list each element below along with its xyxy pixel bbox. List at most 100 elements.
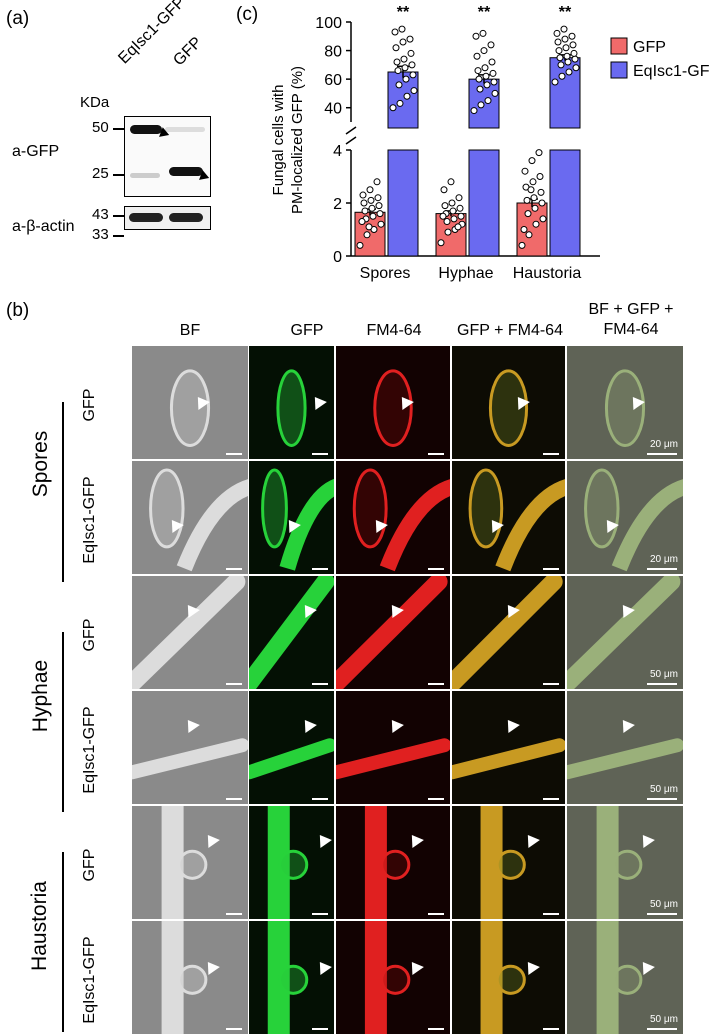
data-point-eqisc1 (560, 25, 568, 33)
data-point-gfp (530, 194, 538, 202)
data-point-eqisc1 (557, 61, 565, 69)
data-point-eqisc1 (570, 49, 578, 57)
marker-43-tick (113, 215, 124, 217)
data-point-gfp (447, 178, 455, 186)
western-blot-actin (124, 206, 211, 230)
scale-bar (647, 453, 677, 455)
scale-label: 50 μm (650, 899, 678, 910)
data-point-gfp (450, 215, 458, 223)
data-point-eqisc1 (402, 75, 410, 83)
scale-bar (226, 568, 242, 570)
group-divider-hyphae (62, 632, 64, 812)
micrograph-merge-row5 (452, 806, 565, 919)
scale-bar (226, 453, 242, 455)
micrograph-bfmerge-row4: 50 μm (567, 691, 683, 804)
bar-chart: 0 2 4 40 60 80 100 Fungal cells with PM-localize… (270, 4, 709, 282)
micrograph-gfp-row5 (249, 806, 334, 919)
legend-label: EqIsc1-GFP (633, 63, 709, 80)
data-point-gfp (456, 204, 464, 212)
micrograph-gfp-row3 (249, 576, 334, 689)
data-point-eqisc1 (555, 47, 563, 55)
data-point-eqisc1 (395, 81, 403, 89)
data-point-gfp (441, 202, 449, 210)
data-point-gfp (444, 228, 452, 236)
data-point-gfp (532, 220, 540, 228)
marker-50: 50 (92, 119, 109, 136)
scale-bar (647, 568, 677, 570)
bar-eqisc1-lower (468, 149, 500, 257)
bar-eqisc1-lower (387, 149, 419, 257)
micrograph-gfp-row4 (249, 691, 334, 804)
data-point-eqisc1 (490, 78, 498, 86)
scale-bar (428, 683, 444, 685)
data-point-eqisc1 (392, 44, 400, 52)
blot-band-gfp (169, 167, 203, 176)
scale-bar (543, 798, 559, 800)
y-axis-label: Fungal cells with (270, 85, 287, 196)
scale-bar (428, 1028, 444, 1030)
data-point-eqisc1 (403, 92, 411, 100)
data-point-eqisc1 (556, 54, 564, 62)
bar-eqisc1-lower (549, 149, 581, 257)
group-divider-haustoria (62, 852, 64, 1032)
y-tick-label: 100 (315, 15, 342, 32)
scale-label: 50 μm (650, 1014, 678, 1025)
data-point-eqisc1 (406, 35, 414, 43)
legend-swatch (610, 37, 628, 55)
marker-25: 25 (92, 165, 109, 182)
data-point-gfp (520, 226, 528, 233)
blot-band-faint-1 (165, 127, 205, 132)
data-point-eqisc1 (558, 72, 566, 80)
scale-label: 50 μm (650, 669, 678, 680)
marker-50-tick (113, 128, 124, 130)
micrograph-bf-row4 (132, 691, 248, 804)
scale-bar (428, 798, 444, 800)
data-point-eqisc1 (409, 71, 417, 79)
data-point-gfp (457, 212, 465, 220)
scale-bar (312, 568, 328, 570)
scale-bar (312, 913, 328, 915)
data-point-eqisc1 (487, 41, 495, 49)
data-point-eqisc1 (401, 64, 409, 72)
data-point-eqisc1 (561, 35, 569, 43)
x-tick-label: Hyphae (438, 265, 493, 282)
micrograph-merge-row2 (452, 461, 565, 574)
axis-break-mark-1 (345, 126, 357, 135)
scale-bar (428, 453, 444, 455)
data-point-gfp (537, 188, 545, 196)
micrograph-gfp-row6 (249, 921, 334, 1034)
panel-b-label: (b) (6, 300, 30, 321)
data-point-eqisc1 (410, 87, 418, 95)
micrograph-fm-row1 (336, 346, 450, 459)
data-point-eqisc1 (479, 29, 487, 37)
antibody-label-gfp: a-GFP (12, 143, 60, 160)
column-header-bf-merge: BF + GFP + FM4-64 (588, 301, 674, 338)
data-point-gfp (377, 220, 385, 228)
marker-33-tick (113, 235, 124, 237)
data-point-eqisc1 (553, 29, 561, 37)
data-point-eqisc1 (398, 25, 406, 33)
scale-bar (543, 453, 559, 455)
data-point-eqisc1 (480, 47, 488, 55)
data-point-eqisc1 (408, 61, 416, 69)
data-point-gfp (356, 241, 364, 249)
data-point-gfp (518, 241, 526, 249)
row-label-hyphae-gfp: GFP (81, 618, 98, 652)
data-point-gfp (374, 194, 382, 202)
data-point-eqisc1 (473, 52, 481, 60)
data-point-gfp (376, 210, 384, 218)
data-point-eqisc1 (482, 72, 490, 80)
group-label-spores: Spores (29, 430, 52, 498)
data-point-gfp (455, 194, 463, 202)
micrograph-bfmerge-row2: 20 μm (567, 461, 683, 574)
row-label-hyphae-eqisc1: EqIsc1-GFP (81, 706, 98, 794)
micrograph-bf-row6 (132, 921, 248, 1034)
micrograph-fm-row2 (336, 461, 450, 574)
scale-bar (226, 683, 242, 685)
y-axis-label: PM-localized GFP (%) (289, 66, 306, 214)
data-point-gfp (538, 199, 546, 207)
scale-bar (312, 798, 328, 800)
data-point-eqisc1 (564, 58, 572, 66)
data-point-gfp (525, 231, 533, 239)
data-point-eqisc1 (391, 28, 399, 36)
